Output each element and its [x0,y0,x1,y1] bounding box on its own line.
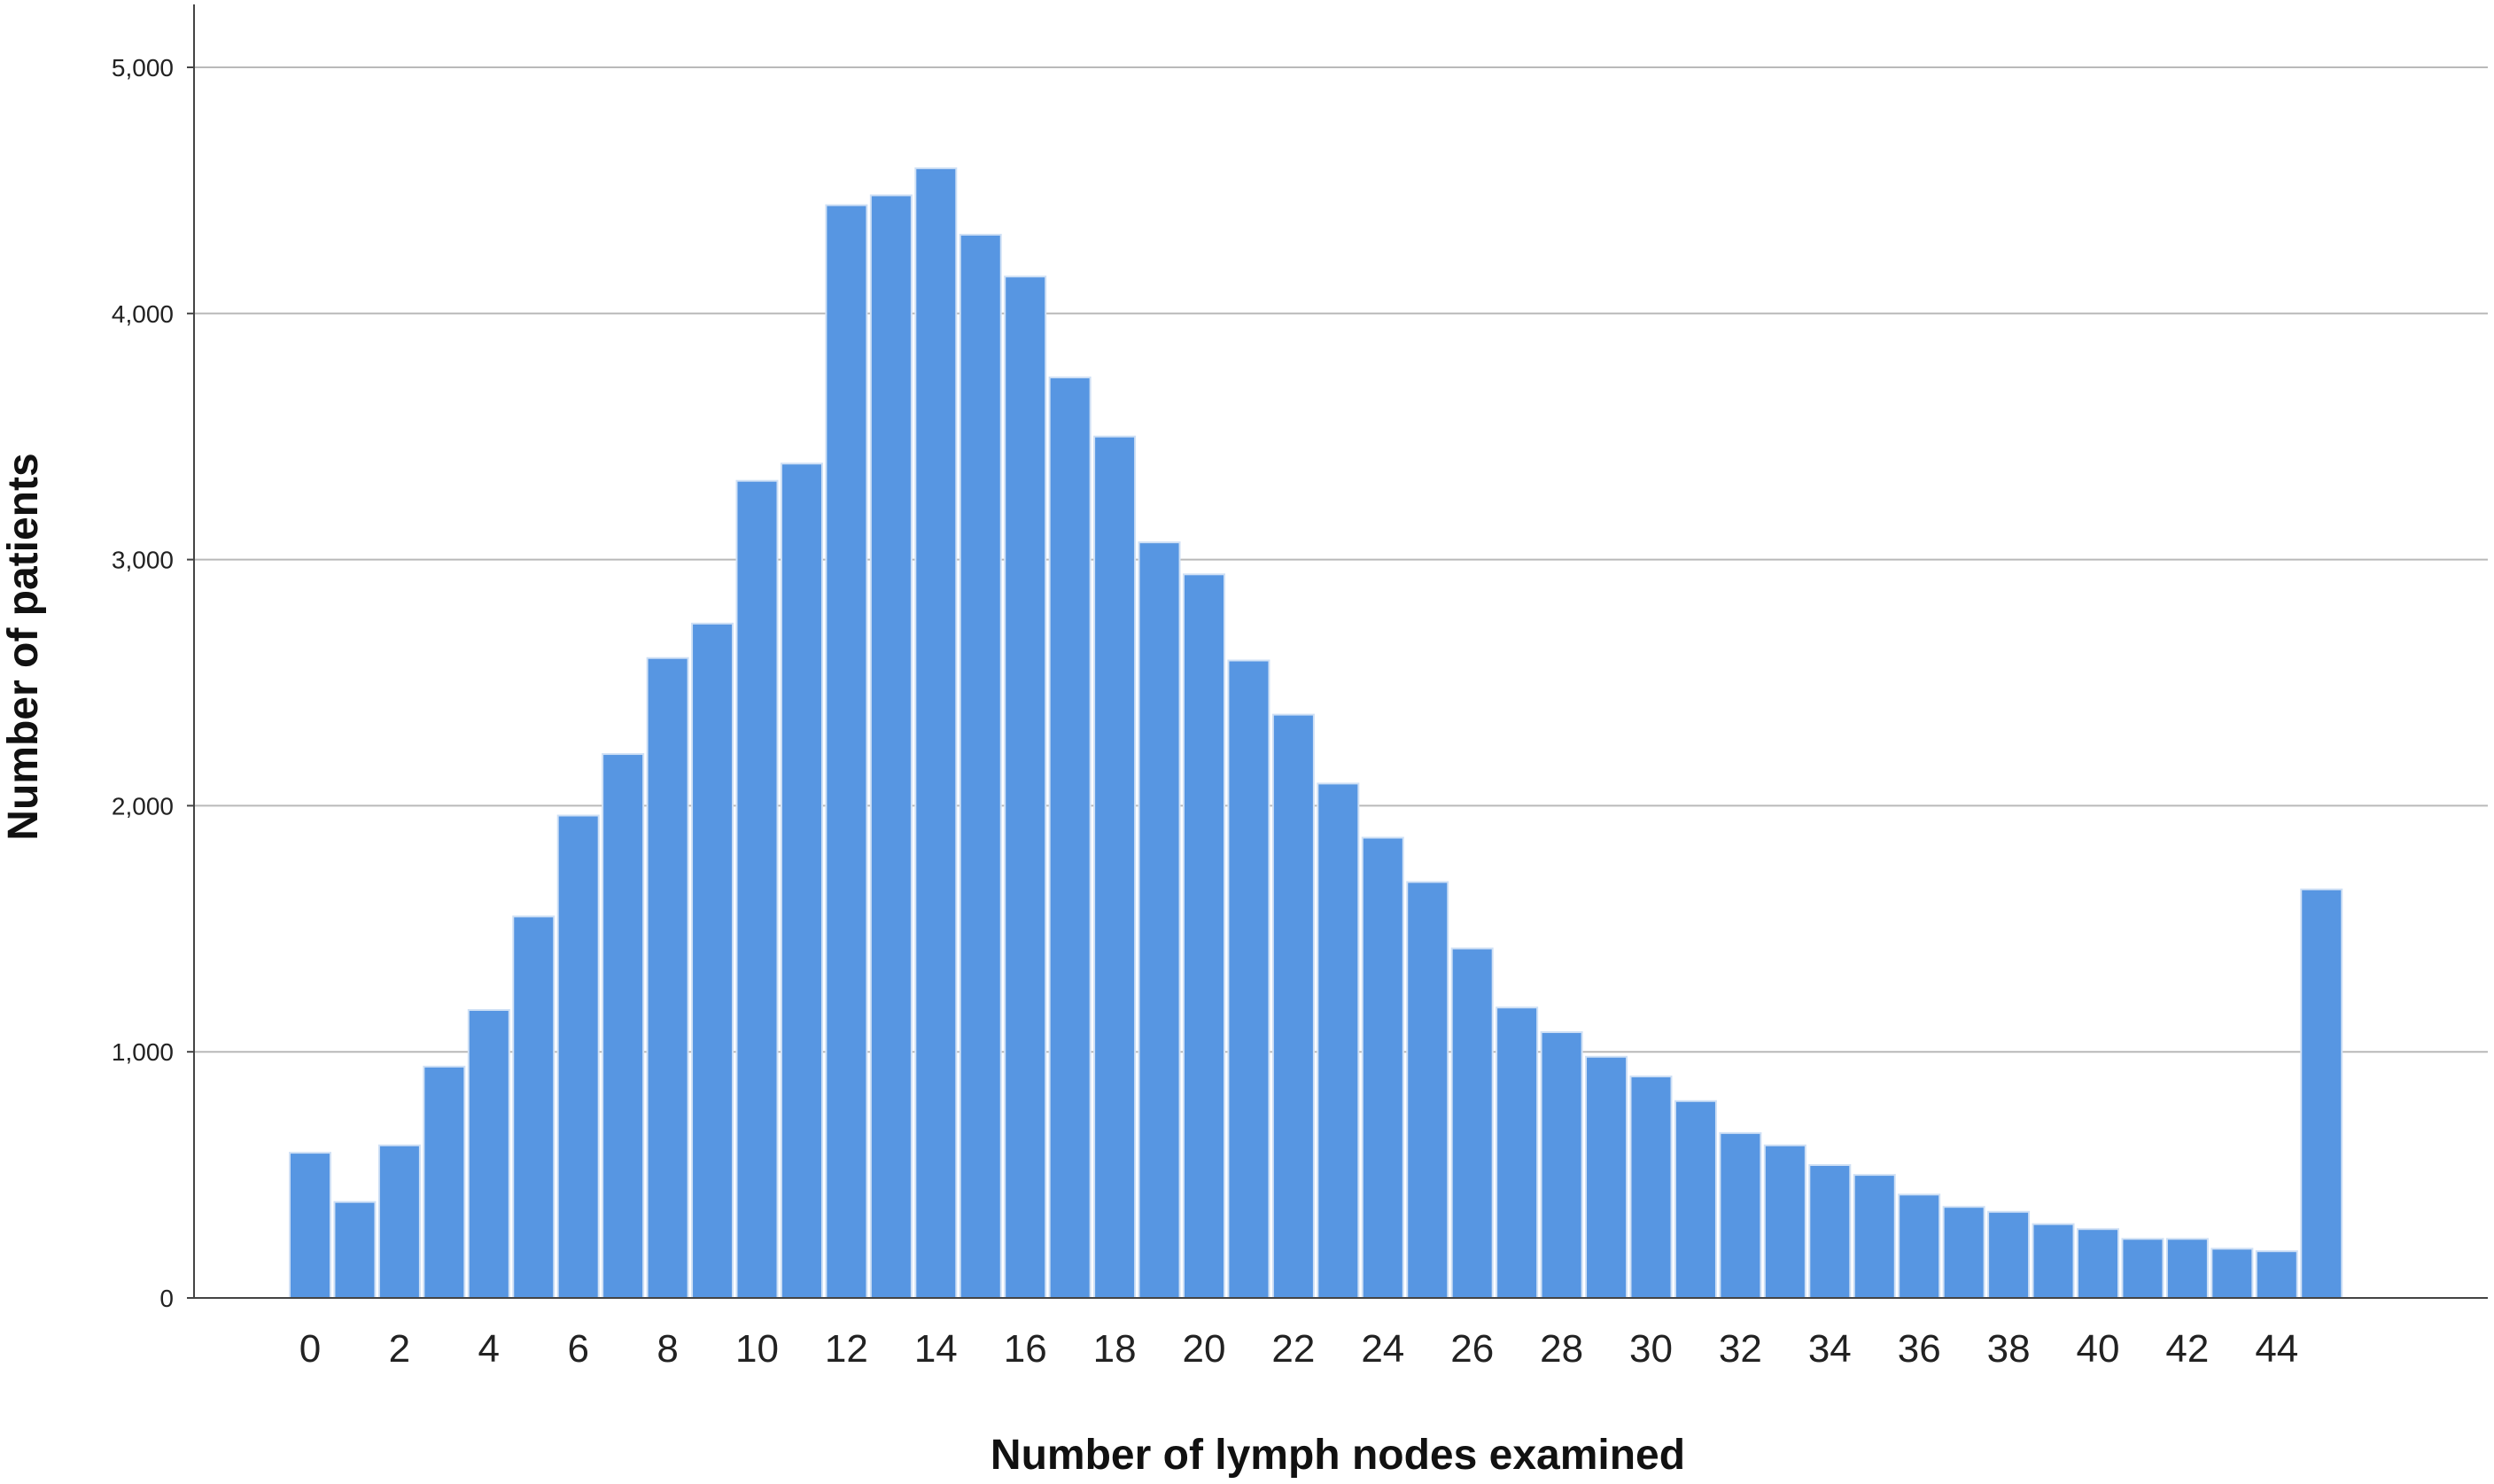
bar [1808,1163,1852,1299]
bar [2032,1223,2075,1300]
x-tick-label: 42 [2165,1327,2209,1371]
bar [1004,276,1047,1299]
y-tick-labels: 0 1,000 2,000 3,000 4,000 5,000 [112,54,174,1312]
y-tick-label: 3,000 [112,547,174,574]
x-tick-label: 44 [2255,1327,2298,1371]
bar [691,622,734,1299]
bar [2121,1238,2164,1299]
gridlines [194,66,2488,1053]
bar [1406,881,1449,1300]
bar [1942,1206,1985,1299]
x-tick-label: 36 [1898,1327,1941,1371]
x-tick-label: 24 [1361,1327,1404,1371]
y-tick-label: 2,000 [112,792,174,820]
bar [1853,1174,1896,1299]
x-tick-label: 18 [1093,1327,1137,1371]
x-tick-label: 30 [1629,1327,1673,1371]
bars [289,167,2343,1300]
bar [1585,1055,1628,1299]
bar [1227,659,1270,1299]
bar [1183,573,1225,1299]
bar [423,1065,466,1299]
x-tick-label: 38 [1987,1327,2031,1371]
bar [1361,836,1404,1299]
x-tick-label: 0 [299,1327,321,1371]
x-tick-label: 14 [914,1327,958,1371]
bar [2165,1238,2209,1299]
y-tick-label: 1,000 [112,1038,174,1066]
axes [187,4,2488,1299]
x-tick-label: 8 [657,1327,678,1371]
bar [377,1144,421,1300]
x-tick-label: 6 [567,1327,588,1371]
x-tick-label: 2 [389,1327,410,1371]
bar [2255,1250,2298,1299]
y-axis-title: Number of patients [0,453,47,840]
bar [2210,1247,2254,1299]
x-tick-label: 10 [735,1327,779,1371]
bar [512,915,556,1300]
bar [467,1008,510,1299]
bar [646,657,689,1299]
x-tick-label: 12 [825,1327,868,1371]
x-tick-label: 4 [478,1327,500,1371]
bar [1629,1075,1673,1299]
bar [556,814,600,1299]
x-tick-labels: 0 2 4 6 8 10 12 14 16 18 20 22 24 26 28 30 32 34 36 38 40 42 4… [299,1327,2299,1371]
bar [1898,1193,1941,1299]
bar [333,1200,377,1300]
x-tick-label: 22 [1271,1327,1315,1371]
bar [825,204,868,1300]
bar [780,462,823,1299]
bar [1763,1144,1806,1300]
bar [914,167,958,1299]
bar [959,233,1002,1299]
x-tick-label: 16 [1004,1327,1047,1371]
bar [2077,1228,2119,1299]
x-tick-label: 20 [1183,1327,1226,1371]
y-tick-label: 4,000 [112,300,174,328]
bar [1496,1006,1539,1299]
x-tick-label: 34 [1808,1327,1852,1371]
bar [1540,1030,1583,1299]
y-tick-label: 0 [159,1285,174,1312]
bar [1719,1131,1762,1299]
bar [735,479,779,1299]
bar [1317,782,1360,1299]
bar [2300,888,2343,1299]
bar [1674,1099,1717,1300]
bar [1138,541,1181,1299]
x-tick-label: 40 [2077,1327,2120,1371]
x-tick-label: 32 [1719,1327,1762,1371]
x-tick-label: 28 [1540,1327,1583,1371]
bar [1450,947,1494,1300]
bar [1271,713,1315,1299]
x-axis-title: Number of lymph nodes examined [991,1432,1685,1479]
bar [1093,435,1137,1299]
bar [289,1152,331,1299]
y-tick-label: 5,000 [112,54,174,82]
bar [1048,377,1092,1299]
bar [1987,1210,2031,1300]
bar [869,194,913,1300]
x-tick-label: 26 [1450,1327,1494,1371]
bar [602,753,645,1299]
